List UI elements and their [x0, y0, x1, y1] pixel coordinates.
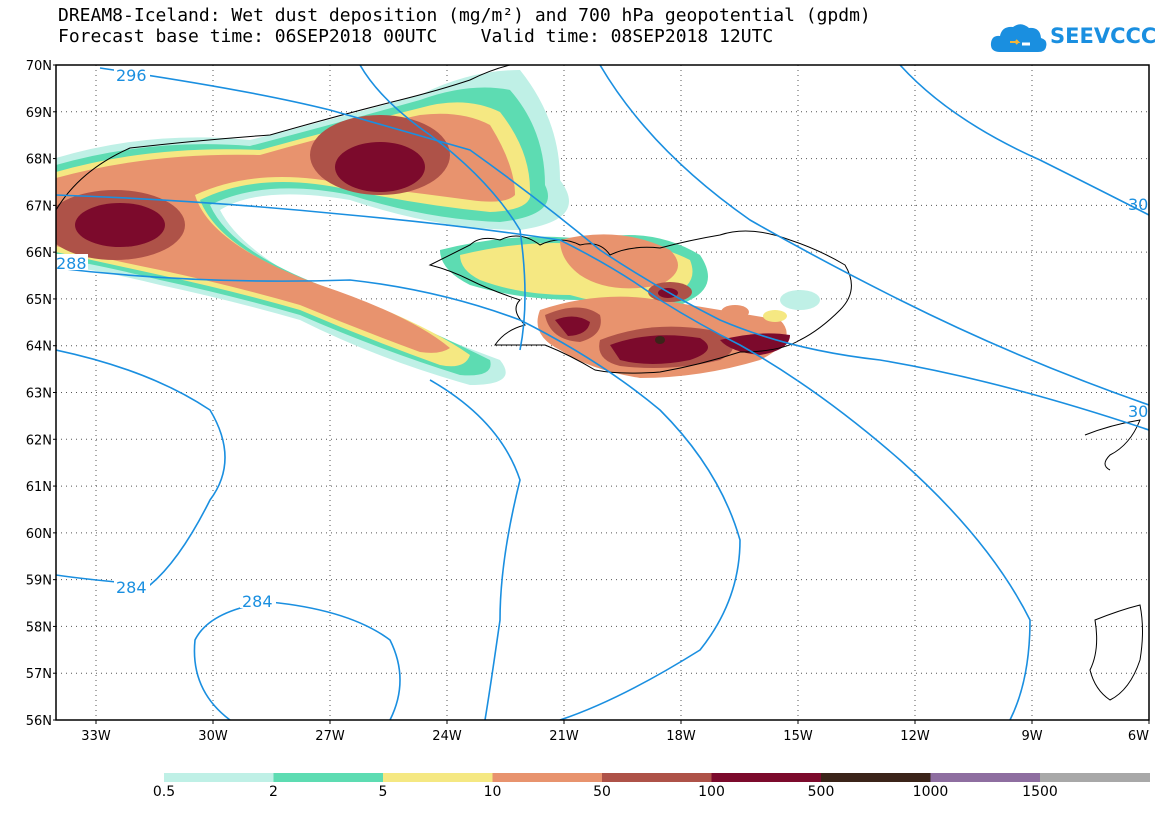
- colorbar-swatch: [164, 773, 274, 782]
- lon-label: 30W: [198, 729, 228, 744]
- lon-label: 21W: [549, 729, 579, 744]
- lon-label: 12W: [900, 729, 930, 744]
- colorbar-label: 2: [269, 784, 278, 800]
- lat-label: 58N: [26, 620, 52, 635]
- contour-label-284: 284: [116, 578, 147, 597]
- colorbar-label: 5: [378, 784, 388, 800]
- colorbar-label: 0.5: [152, 784, 176, 800]
- grid-lines: [56, 65, 1149, 720]
- colorbar-swatch: [821, 773, 931, 782]
- lat-label: 65N: [26, 293, 52, 308]
- lat-label: 70N: [26, 59, 52, 74]
- lat-label: 57N: [26, 667, 52, 682]
- logo-text: SEEVCCC: [1050, 24, 1157, 48]
- lat-label: 59N: [26, 574, 52, 589]
- colorbar-label: 50: [593, 784, 611, 800]
- colorbar-swatch: [711, 773, 822, 782]
- lon-label: 24W: [432, 729, 462, 744]
- colorbar-swatch: [492, 773, 603, 782]
- colorbar-label: 500: [807, 784, 835, 800]
- colorbar-label: 1500: [1022, 784, 1058, 800]
- geopotential-contours: [56, 65, 1149, 720]
- cloud-logo-icon: [990, 24, 1047, 52]
- colorbar-swatch: [273, 773, 384, 782]
- contour-label-296: 296: [116, 66, 147, 85]
- contour-labels: 296 288 284 284 30 30: [54, 66, 1148, 611]
- colorbar-swatch: [602, 773, 712, 782]
- lat-label: 69N: [26, 106, 52, 121]
- colorbar-label: 10: [483, 784, 502, 800]
- contour-label-30a: 30: [1128, 195, 1148, 214]
- map-subtitle: Forecast base time: 06SEP2018 00UTC Vali…: [58, 26, 774, 47]
- lon-label: 6W: [1128, 729, 1149, 744]
- lon-label: 15W: [783, 729, 813, 744]
- lat-label: 62N: [26, 433, 52, 448]
- lon-label: 9W: [1021, 729, 1042, 744]
- lon-label: 18W: [666, 729, 696, 744]
- colorbar-label: 100: [698, 784, 725, 800]
- lat-label: 63N: [26, 387, 52, 402]
- map-title: DREAM8-Iceland: Wet dust deposition (mg/…: [58, 5, 871, 26]
- lon-label: 33W: [81, 729, 111, 744]
- colorbar-label: 1000: [912, 784, 949, 800]
- lon-label: 27W: [315, 729, 345, 744]
- contour-label-30b: 30: [1128, 402, 1148, 421]
- lat-label: 67N: [26, 199, 52, 214]
- lat-label: 56N: [26, 714, 52, 729]
- lat-label: 64N: [26, 340, 52, 355]
- colorbar-swatch: [1040, 773, 1150, 782]
- colorbar-swatch: [383, 773, 493, 782]
- lat-label: 66N: [26, 246, 52, 261]
- lat-label: 60N: [26, 527, 52, 542]
- contour-label-288: 288: [56, 254, 87, 273]
- lat-label: 68N: [26, 153, 52, 168]
- contour-label-284b: 284: [242, 592, 273, 611]
- lat-label: 61N: [26, 480, 52, 495]
- colorbar-swatch: [930, 773, 1041, 782]
